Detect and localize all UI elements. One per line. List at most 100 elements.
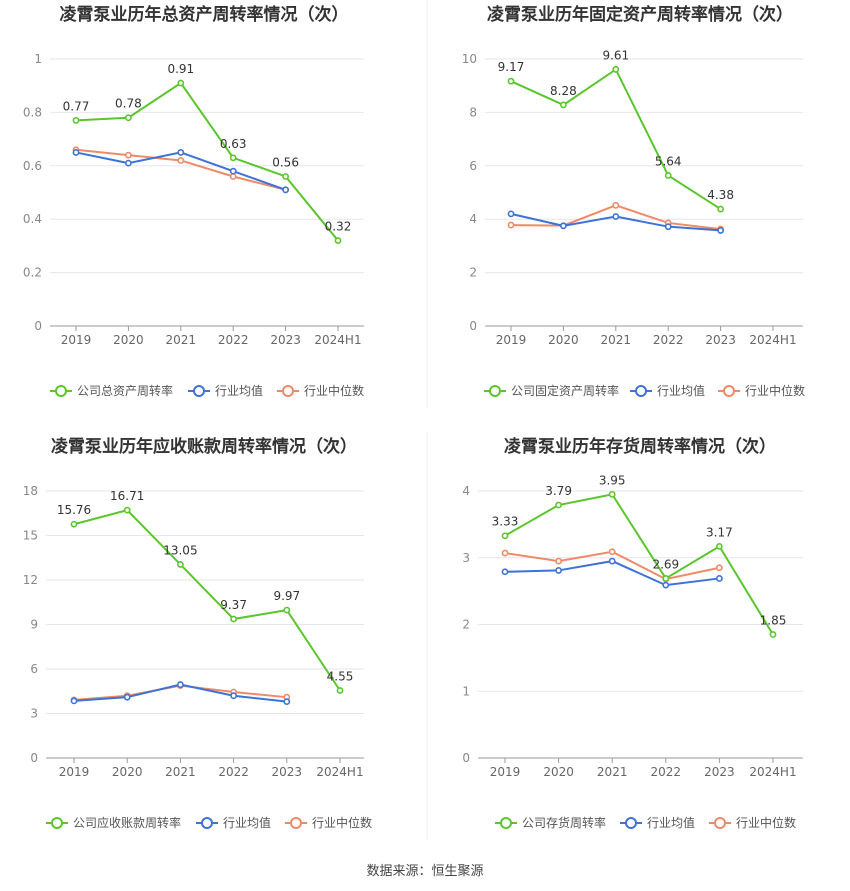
x-tick-label: 2023 [272, 765, 303, 779]
data-label: 3.79 [545, 484, 572, 498]
data-label: 0.91 [167, 62, 194, 76]
point-company [662, 575, 670, 582]
x-tick-label: 2023 [705, 333, 736, 347]
point-avg [555, 567, 562, 574]
x-tick-label: 2019 [490, 765, 521, 779]
legend-swatch-marker [625, 817, 637, 829]
legend-swatch-marker [193, 385, 205, 397]
legend-swatch-marker [500, 817, 512, 829]
series-line-company [510, 67, 722, 210]
data-label: 9.61 [602, 48, 629, 62]
data-label: 9.17 [498, 60, 525, 74]
chart-panel-3: 凌霄泵业历年应收账款周转率情况（次） 0 3 6 9 12 15 18 2019 2020 2021… [23, 436, 372, 830]
data-label: 0.78 [115, 97, 142, 111]
legend-label: 行业中位数 [312, 815, 372, 830]
y-tick-label: 6 [30, 662, 38, 676]
legend-label: 公司固定资产周转率 [511, 383, 619, 398]
legend-swatch-marker [51, 817, 63, 829]
chart-title: 凌霄泵业历年总资产周转率情况（次） [60, 4, 349, 25]
data-label: 3.95 [599, 473, 626, 487]
point-avg [176, 681, 184, 688]
point-median [555, 557, 562, 565]
legend-label: 公司应收账款周转率 [73, 815, 181, 830]
point-median [612, 201, 620, 209]
point-avg [560, 222, 567, 230]
x-tick-label: 2020 [112, 765, 143, 779]
point-avg [177, 149, 185, 156]
point-avg [72, 149, 80, 156]
data-label: 4.38 [707, 188, 734, 202]
point-company [229, 154, 237, 162]
chart-panel-4: 凌霄泵业历年存货周转率情况（次） 0 1 2 3 4 2019 2020 2021 2022 202… [462, 436, 803, 830]
y-tick-label: 0 [469, 319, 477, 333]
point-avg [123, 693, 131, 701]
legend-item-company[interactable]: 公司总资产周转率 [50, 383, 173, 398]
x-tick-label: 2019 [59, 765, 90, 779]
data-label: 16.71 [110, 489, 144, 503]
legend-label: 行业均值 [647, 815, 695, 830]
y-tick-label: 1 [462, 684, 470, 698]
point-company [336, 687, 344, 694]
y-tick-label: 0.4 [23, 212, 42, 226]
point-company [70, 520, 78, 528]
legend-label: 行业均值 [223, 815, 271, 830]
x-tick-label: 2022 [653, 333, 684, 347]
chart-title: 凌霄泵业历年应收账款周转率情况（次） [51, 436, 357, 457]
legend-item-median[interactable]: 行业中位数 [285, 815, 372, 830]
legend-swatch-marker [201, 817, 213, 829]
point-company [608, 490, 616, 498]
point-avg [282, 186, 289, 194]
legend-item-avg[interactable]: 行业均值 [630, 383, 705, 398]
legend-item-median[interactable]: 行业中位数 [277, 383, 364, 398]
legend-item-company[interactable]: 公司应收账款周转率 [46, 815, 181, 830]
point-avg [229, 167, 237, 175]
y-tick-label: 8 [469, 105, 477, 119]
legend-item-avg[interactable]: 行业均值 [188, 383, 263, 398]
legend-swatch-marker [723, 385, 735, 397]
series-line-company [73, 509, 341, 692]
point-median [608, 548, 616, 556]
x-tick-label: 2020 [543, 765, 574, 779]
legend-label: 行业均值 [657, 383, 705, 398]
x-tick-label: 2024H1 [314, 333, 361, 347]
y-tick-label: 12 [23, 573, 38, 587]
y-tick-label: 4 [469, 212, 477, 226]
y-tick-label: 0 [34, 319, 42, 333]
point-company [123, 506, 131, 514]
y-tick-label: 2 [462, 618, 470, 632]
point-median [716, 564, 723, 572]
data-label: 5.64 [655, 154, 682, 168]
x-tick-label: 2021 [166, 333, 197, 347]
chart-panel-2: 凌霄泵业历年固定资产周转率情况（次） 0 2 4 6 8 10 2019 2020 2021 202… [462, 4, 805, 398]
x-tick-label: 2023 [270, 333, 301, 347]
point-company [717, 205, 724, 213]
data-label: 9.97 [273, 589, 300, 603]
chart-title: 凌霄泵业历年存货周转率情况（次） [504, 436, 776, 457]
legend-swatch-marker [290, 817, 302, 829]
point-company [282, 173, 289, 180]
x-tick-label: 2020 [113, 333, 144, 347]
data-label: 3.33 [492, 515, 519, 529]
y-tick-label: 3 [30, 707, 38, 721]
point-avg [230, 692, 237, 700]
legend-item-company[interactable]: 公司固定资产周转率 [484, 383, 619, 398]
point-company [72, 117, 80, 124]
legend-item-company[interactable]: 公司存货周转率 [495, 815, 606, 830]
legend-item-avg[interactable]: 行业均值 [196, 815, 271, 830]
legend-item-median[interactable]: 行业中位数 [718, 383, 805, 398]
point-avg [608, 557, 616, 565]
point-avg [70, 697, 78, 705]
legend-item-median[interactable]: 行业中位数 [709, 815, 796, 830]
legend-item-avg[interactable]: 行业均值 [620, 815, 695, 830]
point-company [716, 543, 723, 550]
data-label: 9.37 [220, 598, 247, 612]
chart-title: 凌霄泵业历年固定资产周转率情况（次） [487, 4, 793, 25]
y-tick-label: 9 [30, 618, 38, 632]
data-label: 1.85 [760, 614, 787, 628]
y-tick-label: 1 [34, 52, 42, 66]
data-label: 0.63 [220, 137, 247, 151]
data-label: 15.76 [57, 503, 91, 517]
legend-swatch-marker [55, 385, 67, 397]
chart-panel-1: 凌霄泵业历年总资产周转率情况（次） 0 0.2 0.4 0.6 0.8 1 2019 2020 2… [23, 4, 364, 398]
point-avg [283, 698, 291, 706]
